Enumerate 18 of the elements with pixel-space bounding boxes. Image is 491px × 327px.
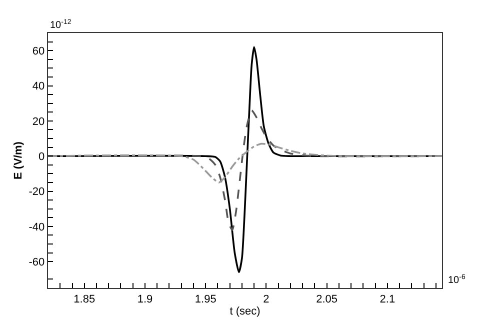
x-tick-label: 1.95: [194, 293, 216, 306]
y-tick-label: 40: [32, 80, 45, 93]
y-tick-label: -40: [28, 221, 45, 234]
x-tick-label: 2.05: [316, 293, 338, 306]
y-tick-label: 20: [32, 116, 45, 128]
text: 10$^{-6}$: [448, 274, 466, 286]
y-tick-label: 60: [32, 45, 45, 58]
x-tick-label: 1.85: [74, 293, 96, 306]
x-tick-label: 2: [263, 293, 270, 306]
y-axis-title: E (V/m): [12, 141, 24, 180]
y-tick-label: 0: [38, 150, 45, 163]
x-axis-title: t (sec): [230, 306, 260, 318]
line-series: [48, 142, 442, 184]
y-tick-label: -20: [28, 186, 45, 198]
x-tick-label: 2.1: [380, 293, 396, 306]
text: 10$^{-12}$: [50, 19, 72, 32]
y-tick-label: -60: [28, 256, 45, 268]
x-tick-label: 1.9: [137, 293, 153, 306]
